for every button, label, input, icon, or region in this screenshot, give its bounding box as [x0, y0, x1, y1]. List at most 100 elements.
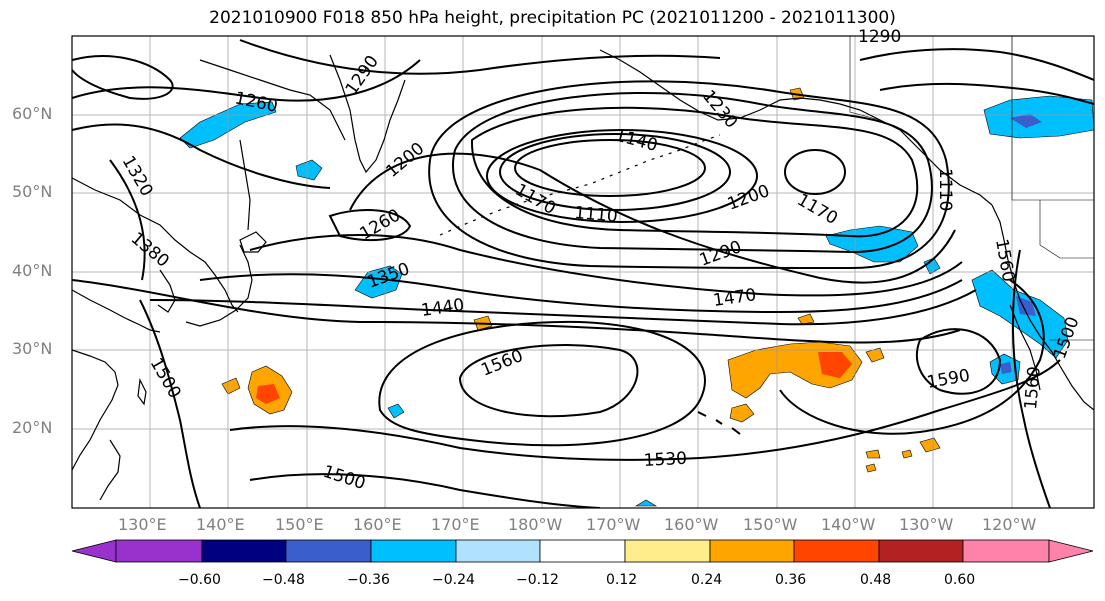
aleutians — [439, 134, 721, 236]
contour-label: 1290 — [697, 237, 744, 271]
taiwan — [137, 377, 147, 406]
contour-line — [428, 80, 950, 270]
precip-area — [1000, 362, 1012, 374]
lon-tick: 170°W — [586, 515, 641, 534]
precip-area — [825, 225, 919, 263]
colorbar-label: −0.24 — [432, 572, 475, 588]
hawaii — [697, 411, 741, 435]
contour-label: 1110 — [935, 168, 955, 211]
lon-tick: 140°E — [196, 515, 245, 534]
colorbar-segment — [793, 539, 880, 563]
sakhalin — [239, 139, 251, 231]
contour-line — [1011, 249, 1051, 508]
contour-label: 1200 — [382, 139, 428, 182]
precip-area — [295, 159, 323, 181]
coastlines — [72, 49, 1094, 501]
lon-tick: 140°W — [821, 515, 876, 534]
colorbar-segment — [201, 539, 287, 563]
contour-label: 1530 — [643, 449, 687, 471]
korea — [157, 269, 176, 313]
lat-tick: 50°N — [12, 182, 53, 201]
height-contours — [72, 39, 1094, 508]
alaska-coast — [599, 49, 993, 206]
lat-tick: 30°N — [12, 339, 53, 358]
contour-label: 1560 — [1021, 366, 1045, 411]
graticule — [72, 36, 1094, 508]
china-coast — [72, 349, 119, 471]
contour-label: 1440 — [420, 295, 466, 321]
lon-tick: 150°W — [743, 515, 798, 534]
colorbar-segment — [624, 539, 711, 563]
precip-area — [387, 403, 405, 419]
colorbar-label: 0.24 — [691, 572, 723, 588]
contour-line — [328, 209, 412, 242]
colorbar-label: 0.36 — [775, 572, 807, 588]
precip-area — [983, 95, 1094, 139]
contour-line — [199, 273, 963, 314]
contour-label: 1200 — [725, 181, 772, 215]
precip-area — [865, 449, 881, 459]
colorbar-extend-low — [71, 539, 117, 563]
mexico-coast — [1059, 365, 1094, 411]
precip-area — [256, 384, 280, 404]
colorbar-label: −0.60 — [178, 572, 221, 588]
map-title: 2021010900 F018 850 hPa height, precipit… — [209, 8, 896, 28]
contour-label: 1230 — [698, 86, 741, 132]
contour-line — [452, 91, 933, 254]
contour-line — [149, 289, 977, 326]
bc-coast — [991, 204, 1061, 367]
contour-line — [249, 473, 601, 508]
lat-tick: 40°N — [12, 261, 53, 280]
contour-label: 1110 — [574, 203, 619, 227]
lon-tick: 180°W — [508, 515, 563, 534]
colorbar-label: −0.48 — [262, 572, 305, 588]
lat-tick: 60°N — [12, 104, 53, 123]
precip-area — [865, 347, 885, 363]
precip-area — [797, 313, 815, 325]
colorbar-segment — [370, 539, 457, 563]
kamchatka — [329, 54, 406, 174]
lat-tick: 20°N — [12, 418, 53, 437]
precip-area — [634, 499, 658, 507]
asia-coast — [72, 289, 161, 333]
precip-area — [818, 352, 852, 378]
contour-label: 1470 — [712, 285, 758, 311]
colorbar-label: −0.12 — [516, 572, 559, 588]
precip-area — [901, 449, 913, 459]
precip-area — [221, 377, 241, 395]
contour-line — [458, 344, 639, 418]
asia-coast — [72, 177, 239, 313]
colorbar-extend-high — [1048, 539, 1094, 563]
contour-line — [859, 48, 1094, 81]
contour-line — [349, 152, 956, 284]
colorbar-label: 0.60 — [944, 572, 976, 588]
contour-label: 1500 — [146, 355, 185, 402]
contour-line — [486, 129, 758, 223]
precip-area — [865, 463, 877, 473]
lon-tick: 170°E — [431, 515, 480, 534]
colorbar-label: −0.36 — [347, 572, 390, 588]
borders — [849, 36, 1094, 341]
colorbar-segment — [709, 539, 795, 563]
contour-line — [784, 149, 846, 195]
contour-line — [514, 139, 706, 197]
contour-line — [915, 328, 1002, 395]
contour-line — [239, 39, 721, 75]
contour-line — [779, 279, 1045, 435]
contour-line — [378, 320, 706, 447]
precip-area — [1010, 114, 1042, 128]
contour-label: 1290 — [342, 52, 383, 99]
contour-line — [229, 359, 1061, 461]
colorbar-segment — [115, 539, 203, 563]
lon-tick: 150°E — [275, 515, 324, 534]
contour-label: 1290 — [858, 27, 901, 47]
colorbar-segment — [285, 539, 372, 563]
map-frame — [71, 35, 1095, 509]
contour-line — [72, 59, 421, 102]
precip-area — [729, 403, 755, 423]
contour-labels: 1260 1290 1230 1140 1290 1320 1200 1170 … — [118, 27, 1084, 494]
colorbar-segment — [539, 539, 626, 563]
contour-line — [249, 234, 963, 297]
colorbar — [71, 539, 1094, 563]
